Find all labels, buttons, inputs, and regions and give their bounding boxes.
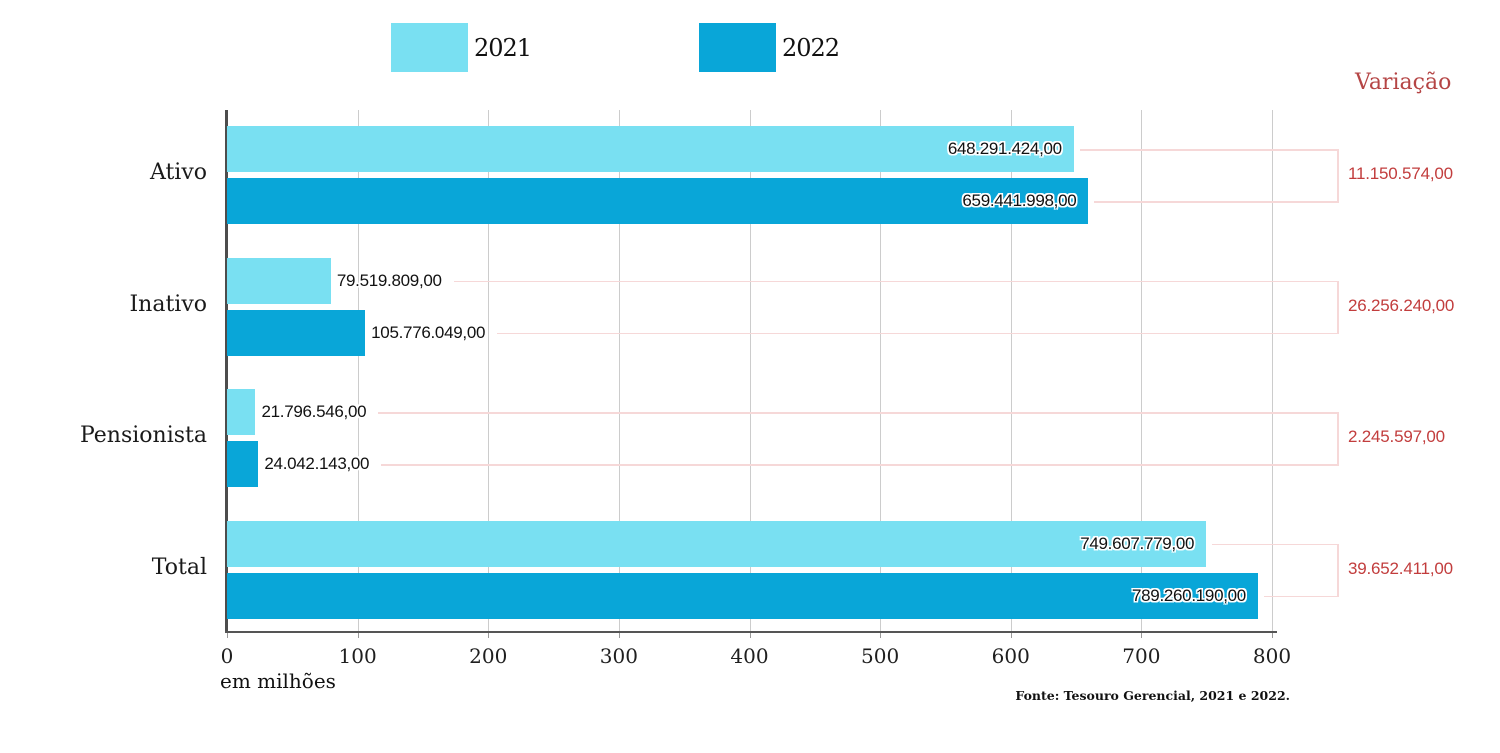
bar-label-2021-total: 749.607.779,00 [1080, 533, 1195, 553]
tick-mark-200 [488, 633, 490, 638]
tick-label-500: 500 [861, 644, 900, 668]
tick-mark-0 [227, 633, 228, 638]
bar-2022-inativo [227, 309, 366, 356]
variation-bracket-bottom-ativo [1094, 201, 1337, 203]
bar-label-2022-inativo: 105.776.049,00 [371, 322, 486, 342]
tick-label-300: 300 [599, 644, 638, 668]
legend-item-2021: 2021 [391, 23, 532, 72]
tick-label-200: 200 [469, 644, 508, 668]
gridline-600 [1010, 110, 1012, 632]
variation-bracket-bottom-inativo [497, 332, 1337, 334]
tick-label-400: 400 [730, 644, 769, 668]
tick-mark-500 [880, 633, 882, 638]
legend-swatch-2021 [391, 23, 468, 72]
gridline-500 [880, 110, 882, 632]
bar-label-2021-ativo: 648.291.424,00 [947, 139, 1062, 158]
variation-bracket-side-pensionista [1337, 412, 1339, 466]
gridline-200 [488, 110, 490, 632]
gridline-800 [1272, 110, 1273, 632]
bar-label-2021-inativo: 79.519.809,00 [336, 270, 442, 290]
tick-mark-400 [749, 633, 751, 638]
variation-value-pensionista: 2.245.597,00 [1348, 427, 1445, 446]
variation-bracket-side-inativo [1337, 280, 1339, 334]
tick-label-700: 700 [1122, 644, 1161, 668]
variation-bracket-bottom-total [1263, 595, 1337, 597]
bar-label-2021-pensionista: 21.796.546,00 [261, 402, 367, 421]
x-axis-line [225, 631, 1277, 633]
category-label-inativo: Inativo [129, 291, 207, 317]
y-axis-line [225, 110, 228, 632]
legend-swatch-2022 [699, 23, 776, 72]
bar-2021-pensionista [227, 389, 256, 435]
variation-bracket-top-total [1212, 543, 1337, 545]
legend-item-2022: 2022 [699, 23, 840, 72]
source-note: Fonte: Tesouro Gerencial, 2021 e 2022. [1015, 688, 1290, 703]
variation-bracket-side-total [1337, 543, 1339, 597]
bar-2022-pensionista [227, 441, 259, 487]
variation-bracket-top-ativo [1079, 149, 1337, 151]
variation-bracket-top-inativo [453, 280, 1337, 282]
tick-label-800: 800 [1252, 644, 1292, 668]
gridline-100 [357, 110, 359, 632]
category-label-pensionista: Pensionista [79, 423, 207, 448]
variation-bracket-bottom-pensionista [381, 464, 1337, 466]
variation-column-title: Variação [1355, 70, 1452, 95]
gridline-300 [618, 110, 620, 632]
tick-mark-700 [1141, 633, 1143, 638]
variation-value-ativo: 11.150.574,00 [1348, 164, 1453, 183]
gridline-400 [749, 110, 751, 632]
tick-mark-100 [357, 633, 359, 638]
bar-2021-ativo [227, 126, 1074, 172]
tick-label-0: 0 [220, 644, 234, 668]
variation-value-total: 39.652.411,00 [1348, 558, 1453, 578]
category-label-ativo: Ativo [149, 160, 207, 185]
variation-value-inativo: 26.256.240,00 [1348, 295, 1455, 315]
bar-label-2022-ativo: 659.441.998,00 [962, 191, 1077, 210]
variation-bracket-top-pensionista [378, 412, 1337, 414]
category-label-total: Total [151, 554, 207, 580]
tick-label-100: 100 [338, 644, 377, 668]
bar-2022-total [227, 572, 1258, 619]
legend-label-2021: 2021 [474, 33, 532, 62]
tick-mark-800 [1272, 633, 1273, 638]
bar-label-2022-total: 789.260.190,00 [1131, 585, 1246, 605]
legend-label-2022: 2022 [782, 33, 840, 62]
bar-2021-total [227, 520, 1207, 567]
bar-2021-inativo [227, 257, 331, 304]
tick-mark-600 [1010, 633, 1012, 638]
tick-label-600: 600 [991, 644, 1030, 668]
variation-bracket-side-ativo [1337, 149, 1339, 203]
axis-unit-label: em milhões [220, 669, 336, 693]
gridline-700 [1141, 110, 1143, 632]
bar-label-2022-pensionista: 24.042.143,00 [264, 454, 370, 473]
bar-2022-ativo [227, 178, 1089, 224]
tick-mark-300 [618, 633, 620, 638]
